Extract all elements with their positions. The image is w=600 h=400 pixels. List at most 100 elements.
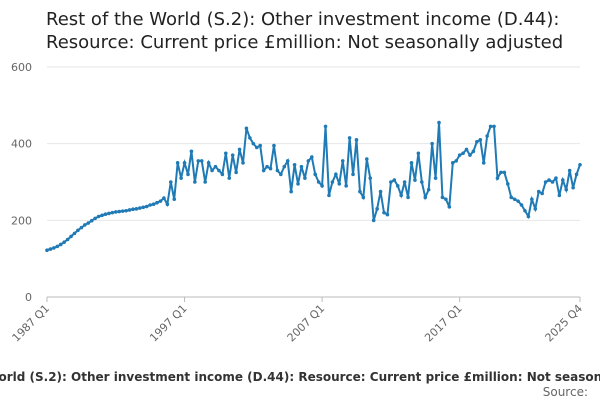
data-point [530, 197, 534, 202]
data-point [457, 153, 462, 157]
y-tick-label: 200 [11, 214, 32, 227]
data-point [440, 195, 445, 200]
data-point [227, 176, 232, 180]
data-point [113, 210, 118, 214]
data-point [206, 161, 211, 165]
data-point [402, 180, 407, 184]
data-point [509, 195, 514, 200]
data-point [516, 199, 520, 203]
data-point [148, 203, 152, 207]
data-point [83, 223, 87, 227]
data-point [361, 195, 366, 200]
data-point [512, 197, 517, 202]
data-point [213, 164, 218, 169]
data-point [461, 151, 465, 156]
x-tick-label: 1987 Q1 [10, 302, 53, 345]
data-point [420, 180, 424, 184]
data-point [162, 196, 166, 200]
data-point [323, 124, 328, 129]
data-point [574, 172, 579, 177]
data-point [296, 182, 300, 186]
data-point [58, 242, 63, 247]
data-point [234, 170, 238, 175]
data-point [248, 136, 252, 140]
data-point [475, 139, 479, 144]
data-point [241, 161, 245, 165]
data-point [567, 168, 572, 173]
data-point [196, 159, 201, 163]
y-tick-label: 600 [11, 61, 32, 74]
data-point [292, 162, 297, 167]
data-point [261, 168, 266, 173]
data-point [93, 216, 97, 221]
data-point [334, 172, 338, 177]
data-point [134, 207, 139, 211]
data-point [526, 214, 531, 219]
data-point [151, 202, 156, 207]
chart-title: Rest of the World (S.2): Other investmen… [46, 9, 564, 53]
data-point [358, 189, 362, 194]
data-point [447, 205, 452, 209]
data-point [320, 184, 324, 188]
data-point [536, 189, 541, 194]
data-point [395, 184, 400, 188]
data-point [423, 195, 428, 200]
data-point [275, 168, 280, 173]
data-point [505, 182, 510, 186]
data-point [265, 164, 269, 169]
data-point [186, 172, 190, 177]
data-point [354, 138, 359, 142]
data-point [468, 153, 472, 157]
data-point [86, 221, 91, 225]
data-point [120, 209, 125, 213]
data-point [251, 141, 256, 146]
data-point [155, 200, 159, 205]
data-point [392, 178, 397, 182]
data-point [165, 202, 170, 207]
data-point [471, 149, 476, 154]
data-point [52, 246, 56, 250]
data-point [285, 159, 290, 163]
data-point [385, 212, 390, 217]
data-point [117, 209, 122, 214]
data-point [244, 126, 249, 131]
data-point [72, 231, 77, 236]
data-point [430, 141, 434, 146]
data-point [220, 172, 225, 177]
data-point [450, 161, 455, 165]
data-point [437, 120, 441, 125]
data-point [571, 185, 575, 190]
data-point [365, 157, 369, 161]
data-point [554, 176, 558, 180]
data-point [316, 180, 321, 184]
data-point [100, 213, 104, 218]
x-tick-label: 2025 Q4 [543, 302, 586, 345]
data-point [550, 180, 555, 184]
data-point [399, 193, 403, 198]
data-point [141, 205, 146, 210]
data-line [46, 122, 581, 252]
data-point [179, 176, 183, 180]
data-point [444, 197, 448, 202]
data-point [299, 164, 304, 169]
data-point [279, 172, 283, 177]
data-point [309, 155, 314, 159]
data-point [547, 178, 551, 182]
data-point [124, 208, 128, 213]
source-label: Source: [543, 385, 588, 399]
data-point [79, 225, 84, 230]
data-point [258, 143, 263, 148]
data-point [168, 180, 173, 184]
data-point [272, 143, 276, 148]
data-point [210, 168, 214, 173]
data-point [454, 159, 459, 163]
data-point [268, 166, 273, 171]
data-point [327, 193, 331, 198]
data-point [96, 214, 101, 219]
data-point [158, 199, 163, 203]
data-point [540, 191, 544, 196]
data-point [416, 151, 421, 156]
data-point [389, 180, 393, 184]
data-point [45, 248, 49, 253]
data-point [406, 195, 410, 200]
